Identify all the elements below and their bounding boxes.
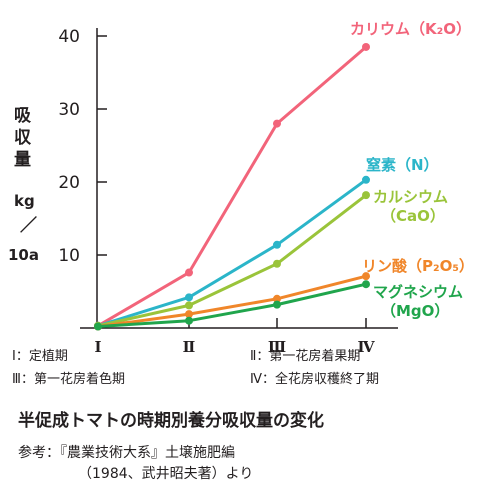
series-line xyxy=(97,178,367,328)
data-point xyxy=(273,259,281,268)
series-label-line: カルシウム xyxy=(373,188,448,206)
x-tick-label: Ⅰ xyxy=(94,338,101,356)
y-tick-label: 10 xyxy=(58,246,80,266)
series-line xyxy=(97,193,367,328)
series-line xyxy=(97,282,367,329)
series-label-line: リン酸（P₂O₅） xyxy=(362,257,474,275)
data-point xyxy=(273,294,281,303)
series-label: カルシウム（CaO） xyxy=(373,188,448,225)
y-tick-labels: 10 20 30 40 xyxy=(58,27,80,266)
data-point xyxy=(185,316,193,325)
data-point xyxy=(185,301,193,310)
data-point xyxy=(273,300,281,309)
data-point xyxy=(185,268,193,277)
data-point xyxy=(362,42,370,51)
chart-axes xyxy=(80,28,398,329)
y-tick-label: 40 xyxy=(58,27,80,47)
data-point xyxy=(273,119,281,128)
series-label: リン酸（P₂O₅） xyxy=(362,257,474,275)
period-legend-3: Ⅲ：第一花房着色期 xyxy=(12,372,125,387)
series-label: マグネシウム（MgO） xyxy=(373,283,463,320)
period-legend-1: Ⅰ：定植期 xyxy=(12,349,68,364)
data-point xyxy=(362,272,370,281)
data-point xyxy=(362,175,370,184)
source-note-line-2: （1984、武井昭夫著）より xyxy=(78,466,254,482)
period-legend-4: Ⅳ：全花房収穫終了期 xyxy=(250,372,379,387)
figure-title: 半促成トマトの時期別養分吸収量の変化 xyxy=(18,411,324,431)
y-axis-unit-part: 収 xyxy=(14,128,31,148)
data-point xyxy=(362,280,370,289)
series-labels: カリウム（K₂O）窒素（N）カルシウム（CaO）リン酸（P₂O₅）マグネシウム（… xyxy=(350,20,474,320)
series-label-line: マグネシウム xyxy=(373,283,463,301)
x-tick-label: Ⅲ xyxy=(268,338,286,356)
data-point xyxy=(185,310,193,319)
absorption-line-chart: 10 20 30 40 Ⅰ Ⅱ Ⅲ Ⅳ カリウム（K₂O） 窒素（N） カルシウム（CaO） リン… xyxy=(58,20,474,356)
data-point xyxy=(273,240,281,249)
data-point xyxy=(185,293,193,302)
series-line xyxy=(97,274,367,329)
series-label-line: （CaO） xyxy=(381,207,445,225)
y-tick-label: 20 xyxy=(58,173,80,193)
y-axis-unit-part: kg xyxy=(14,192,35,210)
x-tick-labels: Ⅰ Ⅱ Ⅲ Ⅳ xyxy=(94,338,375,356)
y-axis-unit-part: 吸 xyxy=(14,106,31,126)
data-point xyxy=(362,191,370,200)
y-tick-label: 30 xyxy=(58,100,80,120)
y-axis-unit-part: 10a xyxy=(8,246,39,264)
series-label-line: カリウム（K₂O） xyxy=(350,20,471,38)
source-note-line-1: 参考：『農業技術大系』土壌施肥編 xyxy=(18,445,235,461)
x-tick-label: Ⅳ xyxy=(357,338,375,356)
series-line xyxy=(97,45,367,328)
period-legend-2: Ⅱ：第一花房着果期 xyxy=(250,349,361,364)
y-axis-unit-part: ／ xyxy=(20,216,37,236)
data-point xyxy=(94,322,102,331)
x-tick-label: Ⅱ xyxy=(183,338,196,356)
series-label: カリウム（K₂O） xyxy=(350,20,471,38)
series-label-line: 窒素（N） xyxy=(366,156,439,174)
series-layer xyxy=(94,42,370,331)
y-axis-unit-part: 量 xyxy=(14,150,31,170)
series-label-line: （MgO） xyxy=(381,302,449,320)
series-label: 窒素（N） xyxy=(366,156,439,174)
